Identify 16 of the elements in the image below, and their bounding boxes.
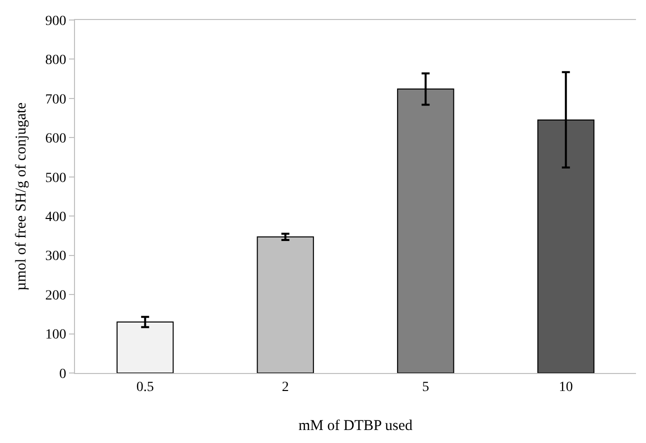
x-axis-title: mM of DTBP used bbox=[298, 418, 414, 434]
y-tick-label: 200 bbox=[45, 288, 66, 304]
y-axis-title: µmol of free SH/g of conjugate bbox=[13, 102, 30, 291]
y-tick-label: 400 bbox=[45, 210, 66, 226]
y-tick-label: 600 bbox=[45, 132, 66, 147]
x-tick-label: 10 bbox=[558, 380, 573, 395]
x-tick-label: 5 bbox=[422, 380, 430, 395]
x-tick-label: 0.5 bbox=[136, 380, 154, 395]
y-tick-label: 700 bbox=[45, 92, 66, 108]
y-tick-label: 500 bbox=[45, 170, 66, 186]
y-tick-label: 0 bbox=[59, 366, 66, 382]
y-tick-label: 800 bbox=[45, 53, 66, 68]
y-tick-label: 100 bbox=[45, 328, 66, 343]
y-tick-label: 300 bbox=[45, 249, 66, 264]
x-tick-label: 2 bbox=[282, 380, 289, 395]
y-tick-label: 900 bbox=[45, 14, 66, 29]
